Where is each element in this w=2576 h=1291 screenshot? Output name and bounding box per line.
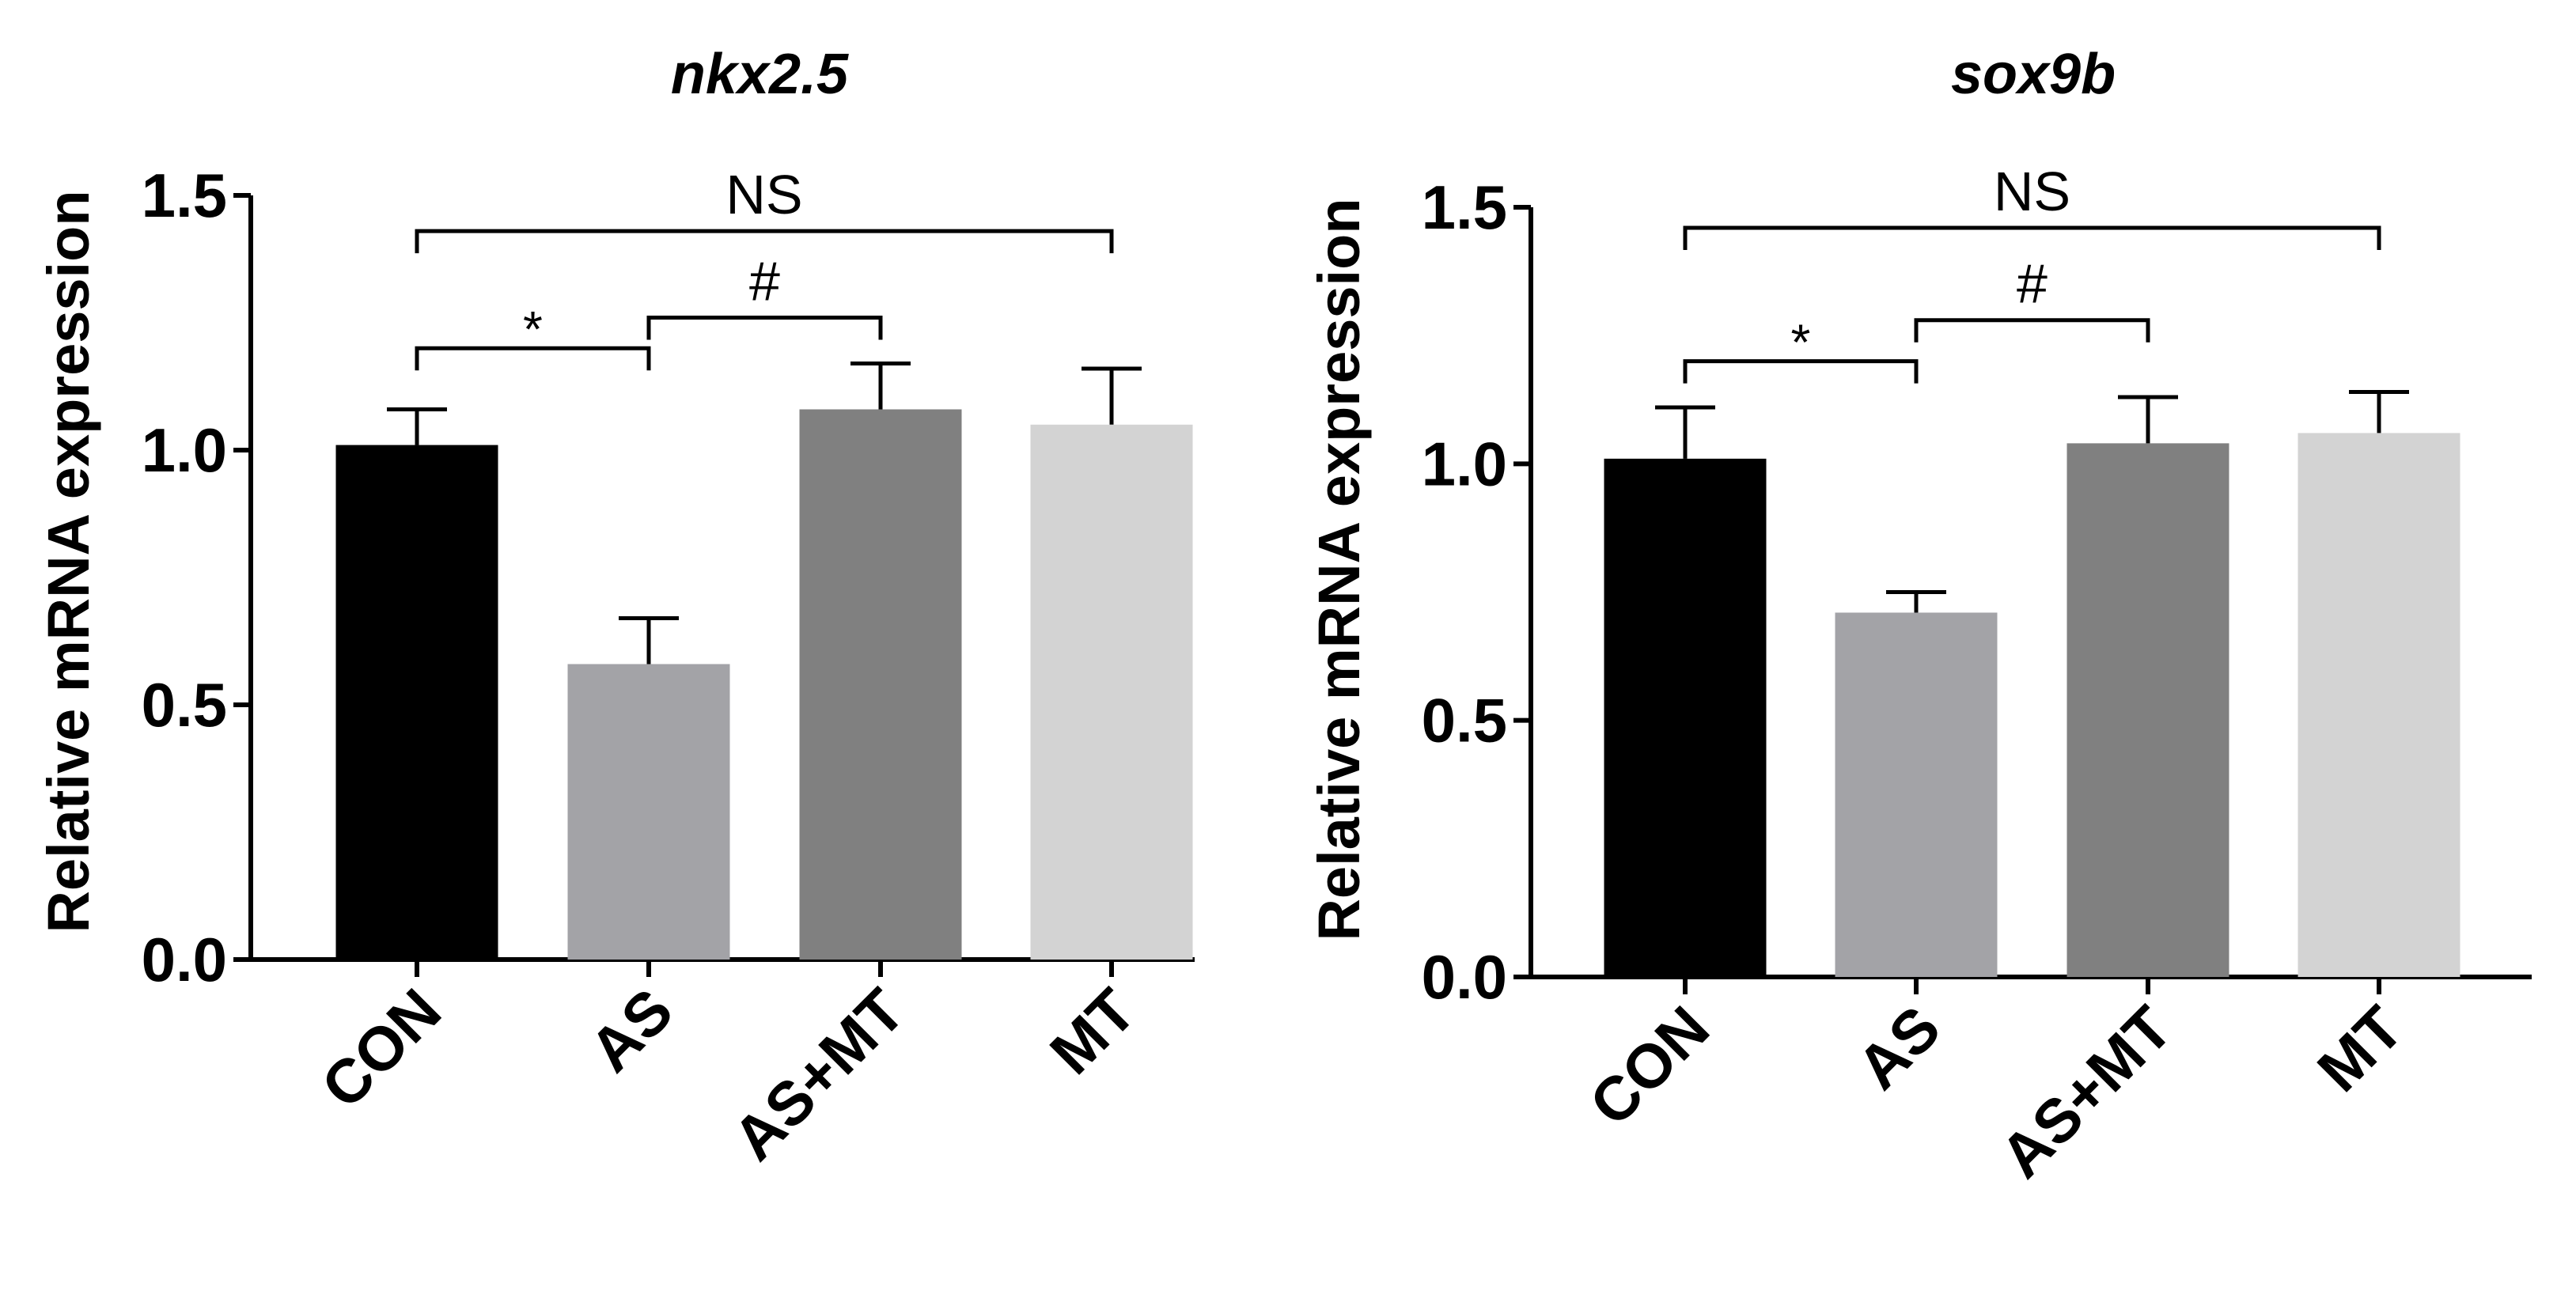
x-tick-label: MT [1036,975,1149,1088]
x-tick-label: AS [1843,993,1953,1103]
significance-bracket [1683,225,2381,250]
chart-panel-nkx2-5: nkx2.5 Relative mRNA expression 0.0 0.5 1.… [36,43,1195,1173]
y-tick-label: 1.0 [142,415,227,485]
significance-bracket [415,229,1114,254]
significance-bracket [1683,359,1919,384]
x-tick-label: MT [2304,993,2416,1105]
significance-bracket [1914,318,2150,343]
y-axis-label: Relative mRNA expression [1306,198,1372,941]
y-tick-label: 0.0 [1422,942,1507,1012]
bar-as [567,664,730,960]
chart-title: sox9b [1951,43,2116,106]
bar-con [335,445,498,960]
y-tick-label: 1.5 [1422,172,1507,242]
bar-as [1835,612,1998,977]
significance-bracket [415,346,651,371]
x-tick-label: AS [576,975,686,1085]
y-tick-label: 1.0 [1422,429,1507,498]
bar-mt [1030,424,1193,960]
x-tick-label: CON [1576,993,1722,1139]
x-tick-label: AS+MT [719,975,918,1174]
bar-mt [2298,433,2460,977]
bar-as-mt [799,409,962,960]
bar-con [1604,458,1767,977]
significance-label: # [2017,253,2048,315]
significance-bracket [646,316,883,340]
significance-label: # [749,251,780,312]
chart-title: nkx2.5 [671,43,849,106]
bar-as-mt [2066,443,2229,977]
chart-panel-sox9b: sox9b Relative mRNA expression 0.0 0.5 1.0… [1306,43,2532,1191]
significance-label: * [523,301,543,358]
y-tick-label: 0.0 [142,925,227,994]
y-tick-label: 1.5 [142,161,227,230]
significance-label: NS [1994,161,2070,222]
significance-label: NS [725,164,802,225]
x-tick-label: CON [308,975,454,1122]
significance-label: * [1791,314,1811,371]
y-tick-label: 0.5 [142,670,227,740]
x-tick-label: AS+MT [1987,993,2185,1191]
y-axis-label: Relative mRNA expression [36,190,101,933]
y-tick-label: 0.5 [1422,686,1507,755]
